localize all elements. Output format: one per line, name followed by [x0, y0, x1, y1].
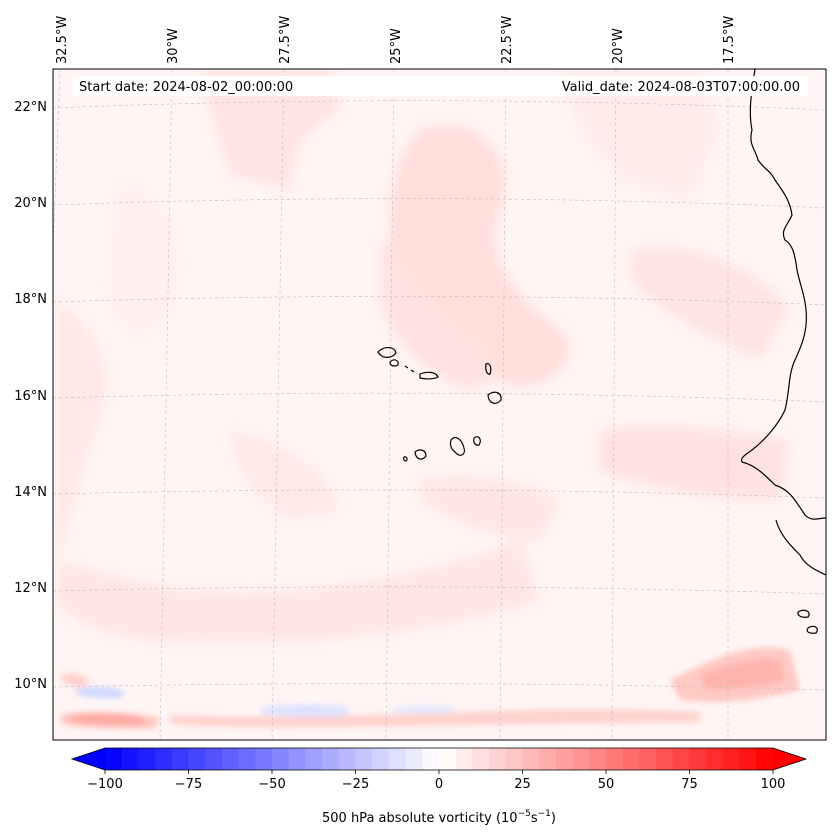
- cape-verde-sal: [485, 363, 492, 375]
- lat-tick: 14°N: [14, 485, 47, 500]
- colorbar-segment: [589, 748, 607, 770]
- lat-tick: 18°N: [14, 292, 47, 307]
- lon-tick: 32.5°W: [55, 16, 70, 64]
- colorbar-segment: [639, 748, 657, 770]
- colorbar-segment: [355, 748, 373, 770]
- colorbar-segment: [489, 748, 507, 770]
- colorbar-segment: [155, 748, 173, 770]
- colorbar-segment: [756, 748, 774, 770]
- colorbar-tick-label: 100: [761, 777, 786, 792]
- colorbar-segment: [522, 748, 540, 770]
- colorbar-segment: [205, 748, 223, 770]
- bissau-guinea-coastline: [775, 519, 826, 576]
- colorbar-segment: [555, 748, 574, 770]
- colorbar-segment: [572, 748, 590, 770]
- colorbar-segments: [105, 748, 774, 770]
- lat-tick: 12°N: [14, 581, 47, 596]
- colorbar-segment: [221, 748, 240, 770]
- colorbar-segment: [422, 748, 440, 770]
- colorbar-min-extension: [72, 748, 105, 770]
- colorbar-segment: [455, 748, 473, 770]
- colorbar: −100 −75 −50 −25 0 25 50 75 100 500 hPa absolute…: [70, 747, 808, 826]
- cape-verde-santo-antao: [377, 347, 397, 358]
- colorbar-tick-label: 0: [435, 777, 443, 792]
- longitude-ticks: 32.5°W 30°W 27.5°W 25°W 22.5°W 20°W 17.5…: [55, 16, 737, 64]
- small-islet-1: [404, 365, 409, 369]
- cape-verde-fogo: [414, 449, 427, 460]
- colorbar-ticks: −100 −75 −50 −25 0 25 50 75 100: [87, 770, 785, 792]
- small-islet-2: [410, 369, 415, 373]
- colorbar-segment: [121, 748, 139, 770]
- colorbar-segment: [138, 748, 156, 770]
- colorbar-tick-label: 75: [681, 777, 698, 792]
- colorbar-segment: [722, 748, 741, 770]
- colorbar-segment: [472, 748, 490, 770]
- colorbar-segment: [405, 748, 423, 770]
- colorbar-tick-label: −100: [87, 777, 123, 792]
- colorbar-segment: [188, 748, 206, 770]
- colorbar-segment: [622, 748, 640, 770]
- lat-tick: 10°N: [14, 677, 47, 692]
- lon-tick: 17.5°W: [722, 16, 737, 64]
- cape-verde-boa-vista: [487, 391, 502, 404]
- colorbar-segment: [706, 748, 724, 770]
- latitude-ticks: 22°N 20°N 18°N 16°N 14°N 12°N 10°N: [14, 100, 47, 692]
- cape-verde-sao-vicente: [389, 359, 399, 367]
- lon-tick: 22.5°W: [500, 16, 515, 64]
- map-gridlines: [53, 69, 826, 740]
- colorbar-segment: [689, 748, 707, 770]
- lon-tick: 30°W: [166, 28, 181, 64]
- colorbar-tick-label: 50: [598, 777, 615, 792]
- colorbar-segment: [372, 748, 390, 770]
- colorbar-segment: [672, 748, 690, 770]
- lon-tick: 25°W: [389, 28, 404, 64]
- colorbar-tick-label: −75: [175, 777, 202, 792]
- vorticity-field: [53, 69, 826, 740]
- colorbar-tick-label: −50: [258, 777, 285, 792]
- colorbar-segment: [656, 748, 674, 770]
- bijagos-islands: [797, 609, 818, 634]
- cape-verde-sao-nicolau: [419, 371, 439, 380]
- coastlines: [377, 69, 826, 634]
- lon-tick: 27.5°W: [278, 16, 293, 64]
- colorbar-segment: [272, 748, 290, 770]
- map-frame: [52, 68, 827, 741]
- colorbar-segment: [739, 748, 757, 770]
- colorbar-segment: [305, 748, 323, 770]
- lat-tick: 22°N: [14, 100, 47, 115]
- colorbar-segment: [105, 748, 123, 770]
- cape-verde-maio: [473, 436, 481, 446]
- colorbar-segment: [505, 748, 523, 770]
- cape-verde-brava: [403, 456, 408, 462]
- colorbar-segment: [606, 748, 624, 770]
- colorbar-max-extension: [773, 748, 806, 770]
- colorbar-segment: [288, 748, 306, 770]
- colorbar-segment: [255, 748, 273, 770]
- colorbar-segment: [439, 748, 457, 770]
- lat-tick: 20°N: [14, 196, 47, 211]
- start-date-label: Start date: 2024-08-02_00:00:00: [79, 80, 293, 95]
- valid-date-label: Valid_date: 2024-08-03T07:00:00.00: [562, 80, 800, 95]
- lon-tick: 20°W: [611, 28, 626, 64]
- colorbar-segment: [238, 748, 256, 770]
- header-strip: [73, 76, 808, 96]
- colorbar-title: 500 hPa absolute vorticity (10−5s−1): [322, 809, 556, 826]
- cape-verde-santiago: [449, 436, 465, 456]
- colorbar-segment: [171, 748, 189, 770]
- colorbar-segment: [539, 748, 557, 770]
- colorbar-tick-label: 25: [514, 777, 531, 792]
- colorbar-segment: [388, 748, 407, 770]
- colorbar-segment: [338, 748, 356, 770]
- west-africa-coastline: [740, 69, 826, 520]
- lat-tick: 16°N: [14, 389, 47, 404]
- colorbar-tick-label: −25: [342, 777, 369, 792]
- colorbar-segment: [322, 748, 340, 770]
